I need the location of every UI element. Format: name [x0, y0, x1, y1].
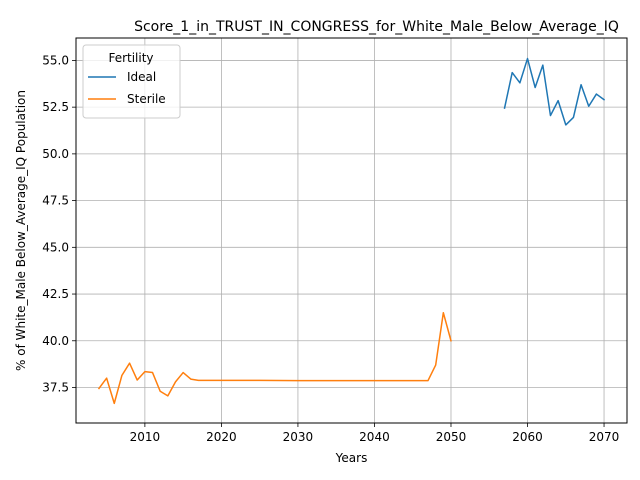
y-tick-label: 42.5: [42, 287, 69, 301]
x-tick-label: 2040: [359, 430, 390, 444]
y-tick-label: 50.0: [42, 147, 69, 161]
x-tick-label: 2020: [206, 430, 237, 444]
x-tick-label: 2010: [130, 430, 161, 444]
y-tick-label: 55.0: [42, 53, 69, 67]
x-axis-label: Years: [335, 451, 368, 465]
series-line-ideal: [503, 57, 606, 126]
x-tick-label: 2030: [283, 430, 314, 444]
y-tick-label: 45.0: [42, 240, 69, 254]
y-tick-label: 37.5: [42, 380, 69, 394]
x-tick-label: 2070: [589, 430, 620, 444]
legend-label-sterile: Sterile: [127, 92, 166, 106]
y-axis-ticks: 37.5 40.0 42.5 45.0 47.5 50.0 52.5 55.0: [42, 53, 76, 394]
grid: [76, 38, 627, 423]
plot-frame: [75, 37, 628, 424]
legend-label-ideal: Ideal: [127, 70, 156, 84]
y-tick-label: 40.0: [42, 334, 69, 348]
y-tick-label: 52.5: [42, 100, 69, 114]
series-lines: [97, 57, 606, 405]
legend-title: Fertility: [108, 51, 153, 65]
x-tick-label: 2060: [512, 430, 543, 444]
x-axis-ticks: 2010 2020 2030 2040 2050 2060 2070: [130, 423, 620, 444]
series-line-sterile: [97, 311, 452, 405]
chart-title: Score_1_in_TRUST_IN_CONGRESS_for_White_M…: [134, 19, 619, 35]
y-tick-label: 47.5: [42, 194, 69, 208]
x-tick-label: 2050: [436, 430, 467, 444]
legend: Fertility Ideal Sterile: [82, 44, 181, 119]
y-axis-label: % of White_Male Below_Average_IQ Populat…: [14, 90, 28, 371]
